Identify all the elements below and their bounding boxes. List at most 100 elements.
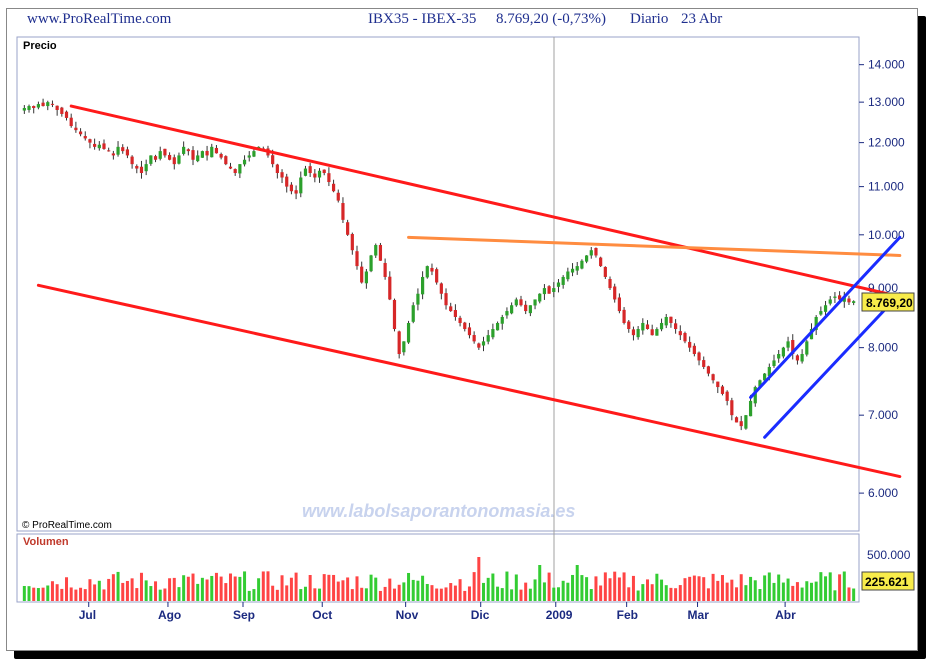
candle-body xyxy=(519,299,523,306)
candle-body xyxy=(149,155,153,164)
volume-bar xyxy=(519,589,523,601)
candle-body xyxy=(421,276,425,295)
time-tick-label: Dic xyxy=(471,608,490,622)
volume-bar xyxy=(720,575,724,601)
volume-bar xyxy=(355,576,359,601)
candle-body xyxy=(313,173,317,178)
candle-body xyxy=(425,266,429,278)
volume-bar xyxy=(27,586,31,601)
candle-body xyxy=(772,360,776,366)
trendline-blue-lower xyxy=(763,292,902,439)
candle-body xyxy=(472,335,476,342)
candle-body xyxy=(341,203,345,220)
candle-body xyxy=(786,341,790,348)
volume-bar xyxy=(496,586,500,601)
volume-bar xyxy=(505,571,509,601)
candle-body xyxy=(575,266,579,271)
candle-body xyxy=(800,354,804,362)
candle-body xyxy=(78,131,83,135)
candle-body xyxy=(524,304,528,312)
volume-bar xyxy=(116,571,120,601)
volume-bar xyxy=(210,575,214,601)
candle-body xyxy=(369,255,373,272)
candle-body xyxy=(734,417,739,423)
volume-bar xyxy=(622,572,626,601)
volume-bar xyxy=(233,576,237,601)
volume-bar xyxy=(266,571,270,601)
candle-body xyxy=(547,286,551,294)
volume-bar xyxy=(177,587,181,601)
candle-body xyxy=(83,136,87,139)
candle-body xyxy=(613,286,617,300)
volume-bar xyxy=(510,589,514,601)
watermark: www.labolsaporantonomasia.es xyxy=(302,501,575,521)
volume-bar xyxy=(238,576,242,601)
volume-bar xyxy=(627,587,631,601)
volume-bar xyxy=(613,571,617,601)
volume-bar xyxy=(603,572,607,601)
candle-body xyxy=(819,311,823,315)
candle-body xyxy=(533,299,537,306)
candle-body xyxy=(650,329,654,336)
candle-body xyxy=(247,155,251,158)
candle-body xyxy=(767,366,771,376)
candle-body xyxy=(467,327,472,336)
volume-bar xyxy=(32,587,36,601)
candle-body xyxy=(608,278,612,289)
volume-bar xyxy=(842,571,846,601)
volume-bar xyxy=(636,590,640,601)
candle-body xyxy=(636,329,640,338)
volume-bar xyxy=(744,585,748,601)
volume-bar xyxy=(631,575,635,601)
price-tick-label: 8.000 xyxy=(868,341,898,355)
time-axis: Jul Ago Sep Oct Nov Dic 2009 Feb Mar Abr xyxy=(79,602,796,622)
candle-body xyxy=(692,345,696,355)
volume-bar xyxy=(285,585,289,601)
candle-body xyxy=(392,299,397,330)
candle-body xyxy=(538,293,542,302)
volume-bar xyxy=(786,578,790,601)
volume-bar xyxy=(819,572,823,601)
candles-layer xyxy=(22,98,856,431)
volume-bar xyxy=(781,582,785,601)
volume-bar xyxy=(589,589,593,601)
volume-bar xyxy=(271,585,275,601)
volume-bar xyxy=(735,587,739,601)
candle-body xyxy=(805,341,809,355)
candle-body xyxy=(589,250,593,256)
candle-body xyxy=(158,151,162,159)
volume-bar xyxy=(186,576,190,601)
candle-body xyxy=(88,139,92,143)
volume-bar xyxy=(650,584,654,601)
time-tick-label: Mar xyxy=(688,608,710,622)
candle-body xyxy=(458,317,462,323)
candle-body xyxy=(599,257,603,267)
period-label: Diario xyxy=(630,11,669,27)
volume-bar xyxy=(608,578,612,601)
price-tick-label: 11.000 xyxy=(868,180,904,194)
volume-bar xyxy=(533,579,537,601)
candle-body xyxy=(753,387,757,404)
candle-body xyxy=(556,282,561,287)
candle-body xyxy=(388,276,392,300)
price-panel-border xyxy=(16,36,860,532)
volume-bar xyxy=(299,589,303,601)
candle-body xyxy=(852,301,856,303)
candle-body xyxy=(528,305,532,314)
volume-bar xyxy=(575,565,579,601)
volume-bar xyxy=(716,580,720,601)
date-label: 23 Abr xyxy=(681,11,723,27)
candle-body xyxy=(552,288,556,293)
site-label[interactable]: www.ProRealTime.com xyxy=(27,11,172,27)
candle-body xyxy=(439,283,443,294)
volume-bar xyxy=(547,572,551,601)
candle-body xyxy=(280,172,284,178)
volume-bar xyxy=(407,572,411,601)
volume-bar xyxy=(482,582,486,601)
candle-body xyxy=(463,322,467,330)
volume-bar xyxy=(477,557,481,601)
volume-bar xyxy=(149,586,153,601)
volume-bar xyxy=(439,588,443,601)
candle-body xyxy=(303,168,308,176)
volume-bar xyxy=(449,583,453,601)
